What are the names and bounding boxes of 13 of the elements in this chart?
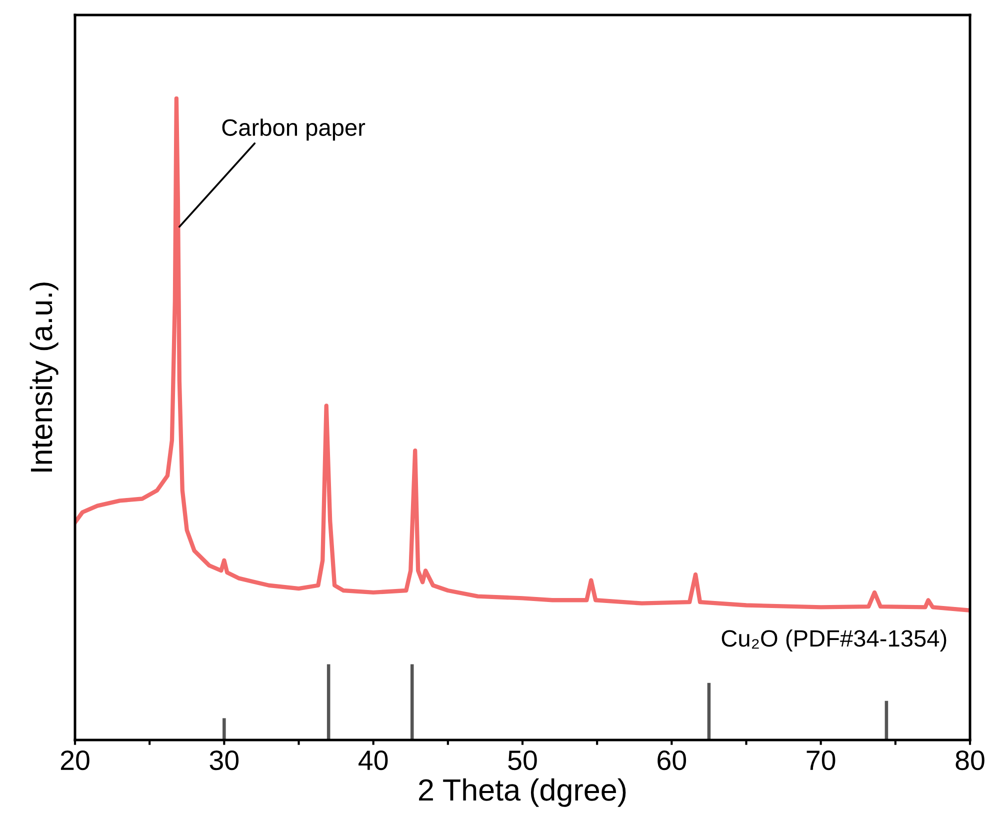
y-axis-title: Intensity (a.u.) — [30, 282, 58, 472]
bar — [410, 664, 414, 740]
x-tick-label: 30 — [210, 750, 239, 770]
x-tick-label: 80 — [956, 750, 984, 770]
series-label: Cu₂O (PDF#34-1354) — [722, 629, 946, 652]
annotation: Carbon paper — [222, 118, 366, 141]
bar — [222, 718, 226, 740]
x-axis-title: 2 Theta (dgree) — [419, 778, 626, 807]
x-tick-label: 20 — [60, 750, 90, 770]
x-tick-label: 60 — [658, 750, 686, 770]
x-tick-label: 40 — [358, 750, 388, 770]
x-tick-label: 50 — [508, 750, 537, 770]
x-tick-label: 70 — [806, 750, 836, 770]
